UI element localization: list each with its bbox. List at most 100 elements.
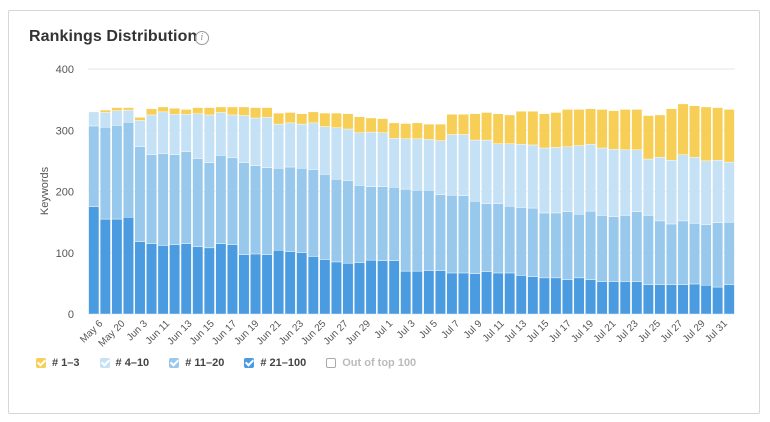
bar-segment-3[interactable] (562, 109, 573, 147)
bar-segment-2[interactable] (585, 144, 596, 212)
bar-segment-0[interactable] (365, 259, 377, 315)
bar-segment-1[interactable] (169, 154, 181, 245)
bar-segment-1[interactable] (134, 146, 146, 242)
bar-segment-0[interactable] (192, 246, 204, 315)
bar-segment-1[interactable] (215, 155, 227, 244)
bar-segment-0[interactable] (123, 217, 134, 315)
bar-segment-1[interactable] (146, 154, 157, 244)
bar-segment-2[interactable] (631, 149, 643, 212)
bar-segment-2[interactable] (111, 110, 123, 126)
bar-segment-0[interactable] (458, 272, 469, 315)
bar-segment-3[interactable] (689, 105, 700, 158)
bar-segment-2[interactable] (642, 158, 654, 216)
bar-segment-3[interactable] (331, 112, 342, 128)
bar-segment-0[interactable] (677, 284, 689, 315)
bar-segment-1[interactable] (538, 212, 550, 279)
bar-segment-3[interactable] (712, 107, 724, 161)
bar-segment-1[interactable] (411, 190, 423, 272)
bar-segment-2[interactable] (261, 117, 273, 168)
bar-segment-1[interactable] (238, 162, 250, 255)
bar-segment-0[interactable] (515, 275, 527, 315)
bar-segment-1[interactable] (515, 207, 527, 276)
bar-segment-0[interactable] (377, 260, 388, 315)
checkbox-empty-icon[interactable] (326, 358, 337, 368)
bar-segment-3[interactable] (296, 113, 308, 125)
bar-segment-3[interactable] (631, 109, 643, 151)
bar-segment-3[interactable] (99, 109, 111, 113)
bar-segment-1[interactable] (527, 207, 539, 277)
bar-segment-0[interactable] (273, 250, 285, 315)
bar-segment-0[interactable] (400, 270, 412, 315)
bar-segment-2[interactable] (354, 132, 365, 186)
bar-segment-2[interactable] (619, 149, 631, 216)
bar-segment-1[interactable] (435, 194, 446, 271)
bar-segment-0[interactable] (157, 245, 169, 315)
bar-segment-1[interactable] (654, 220, 666, 285)
bar-segment-2[interactable] (319, 126, 331, 175)
bar-segment-1[interactable] (573, 213, 585, 279)
bar-segment-2[interactable] (596, 147, 608, 216)
bar-segment-2[interactable] (515, 144, 527, 208)
bar-segment-2[interactable] (538, 147, 550, 214)
bar-segment-0[interactable] (504, 272, 516, 315)
bar-segment-0[interactable] (642, 284, 654, 315)
bar-segment-0[interactable] (585, 279, 596, 315)
bar-segment-0[interactable] (492, 272, 504, 315)
bar-segment-2[interactable] (134, 120, 146, 147)
bar-segment-1[interactable] (296, 168, 308, 253)
bar-segment-1[interactable] (619, 215, 631, 282)
bar-segment-0[interactable] (146, 243, 157, 315)
bar-segment-3[interactable] (123, 107, 134, 111)
bar-segment-2[interactable] (250, 117, 261, 166)
bar-segment-1[interactable] (99, 126, 111, 220)
bar-segment-3[interactable] (469, 113, 481, 141)
bar-segment-0[interactable] (388, 260, 400, 315)
bar-segment-3[interactable] (319, 112, 331, 127)
bar-segment-0[interactable] (227, 244, 238, 315)
bar-segment-1[interactable] (596, 215, 608, 282)
bar-segment-2[interactable] (712, 160, 724, 223)
bar-segment-0[interactable] (527, 276, 539, 315)
bar-segment-1[interactable] (203, 162, 215, 249)
bar-segment-2[interactable] (99, 112, 111, 128)
bar-segment-2[interactable] (527, 144, 539, 209)
bar-segment-3[interactable] (238, 106, 250, 116)
bar-segment-3[interactable] (700, 106, 712, 162)
bar-segment-0[interactable] (331, 261, 342, 315)
bar-segment-1[interactable] (273, 168, 285, 251)
bar-segment-2[interactable] (331, 127, 342, 180)
bar-segment-2[interactable] (215, 112, 227, 156)
bar-segment-0[interactable] (261, 254, 273, 315)
bar-segment-1[interactable] (642, 215, 654, 285)
bar-segment-1[interactable] (88, 125, 100, 208)
bar-segment-2[interactable] (296, 123, 308, 169)
bar-segment-0[interactable] (654, 284, 666, 315)
bar-segment-0[interactable] (296, 252, 308, 315)
bar-segment-0[interactable] (573, 277, 585, 315)
bar-segment-2[interactable] (284, 122, 296, 168)
bar-segment-3[interactable] (215, 106, 227, 113)
bar-segment-1[interactable] (227, 157, 238, 245)
bar-segment-1[interactable] (365, 186, 377, 261)
bar-segment-1[interactable] (354, 185, 365, 263)
bar-segment-2[interactable] (203, 114, 215, 163)
bar-segment-3[interactable] (354, 116, 365, 133)
bar-segment-0[interactable] (215, 243, 227, 315)
bar-segment-1[interactable] (723, 221, 735, 285)
bar-segment-0[interactable] (435, 270, 446, 315)
bar-segment-2[interactable] (157, 111, 169, 154)
bar-segment-3[interactable] (642, 115, 654, 160)
bar-segment-0[interactable] (423, 270, 435, 315)
bar-segment-0[interactable] (666, 284, 677, 315)
bar-segment-2[interactable] (654, 156, 666, 222)
bar-segment-0[interactable] (481, 271, 492, 315)
bar-segment-3[interactable] (261, 107, 273, 118)
bar-segment-3[interactable] (423, 123, 435, 140)
bar-segment-0[interactable] (446, 272, 458, 315)
bar-segment-3[interactable] (481, 112, 492, 141)
bar-segment-3[interactable] (192, 107, 204, 114)
bar-segment-3[interactable] (596, 109, 608, 149)
bar-segment-2[interactable] (689, 156, 700, 224)
bar-segment-3[interactable] (157, 106, 169, 113)
bar-segment-2[interactable] (608, 149, 620, 217)
